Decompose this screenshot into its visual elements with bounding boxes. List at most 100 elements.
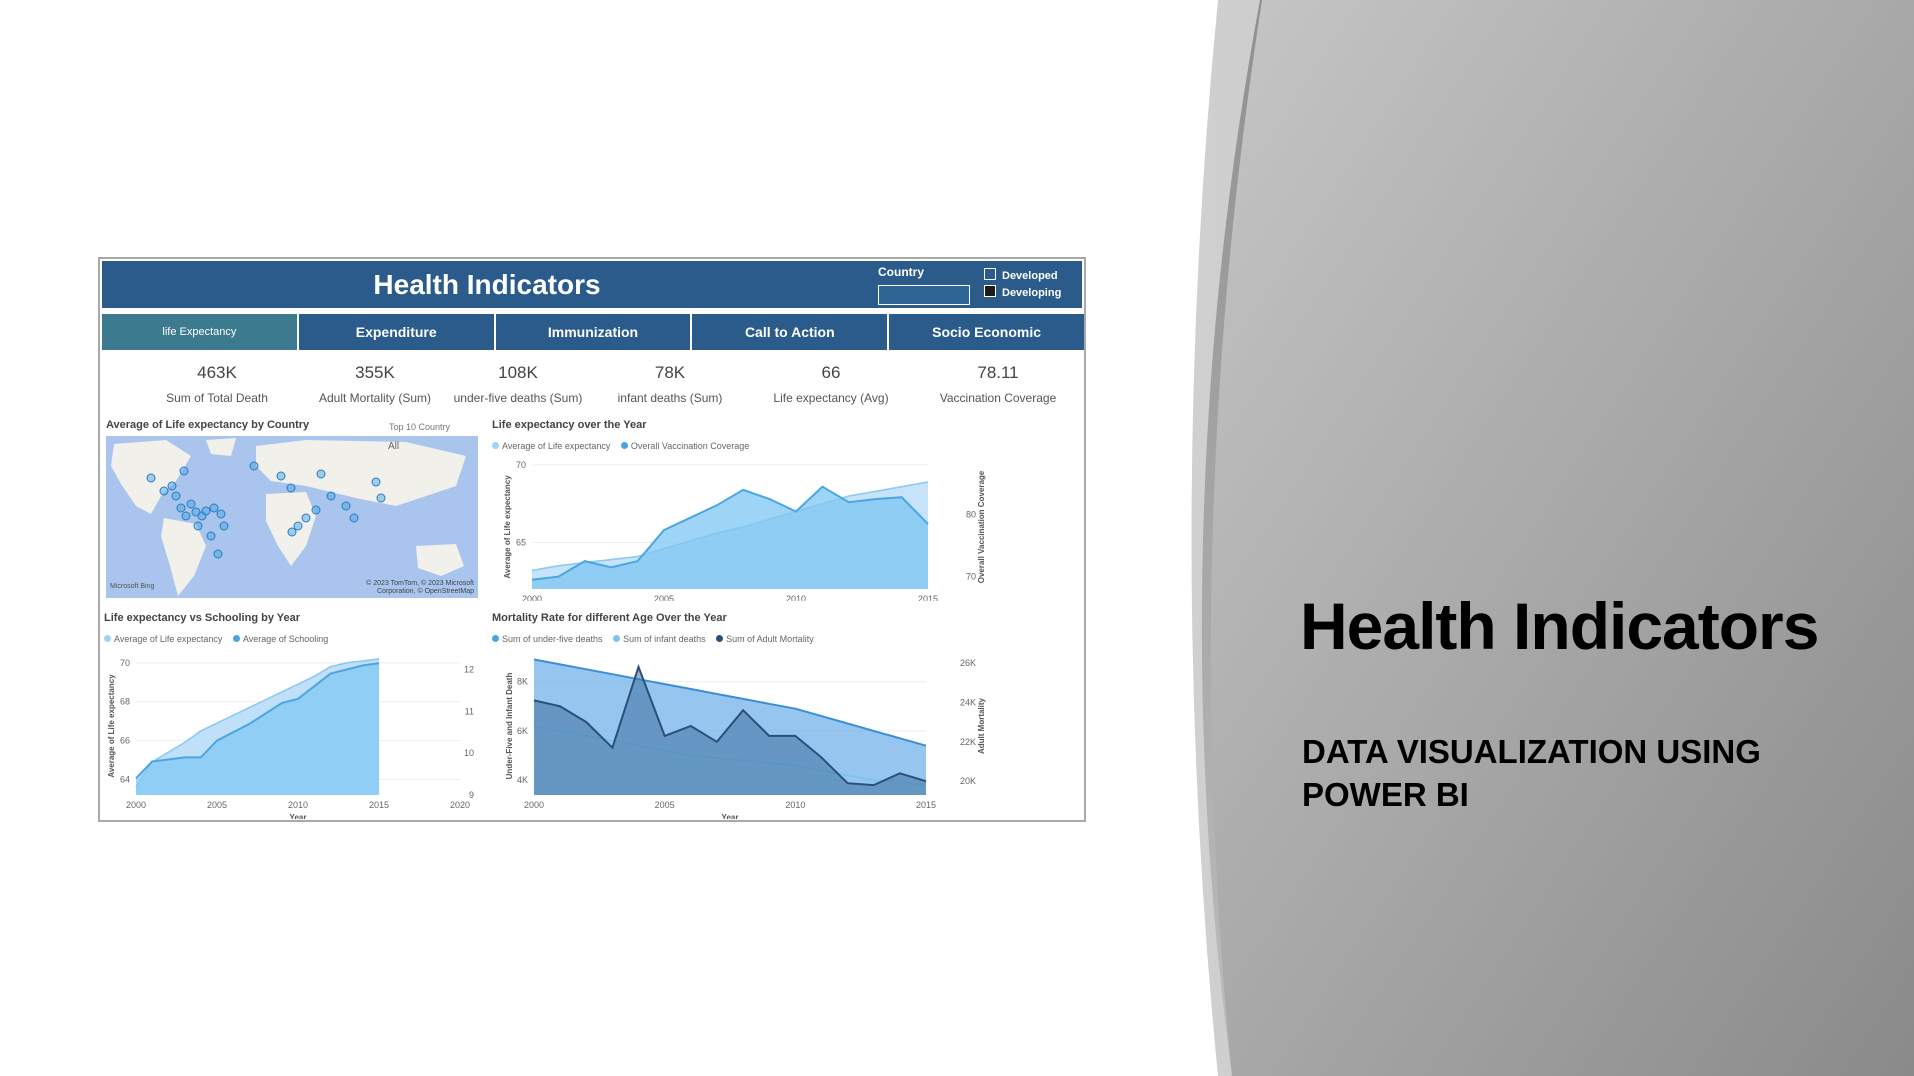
chart2-title: Life expectancy vs Schooling by Year [104, 612, 301, 624]
map-land-svg [111, 438, 466, 596]
map-bubble [216, 509, 226, 519]
tab-socio-economic[interactable]: Socio Economic [889, 314, 1084, 350]
y2-tick-label: 24K [960, 697, 976, 707]
y-tick-label: 4K [517, 775, 528, 785]
map-bubble [167, 481, 177, 491]
mortality-chart[interactable]: 4K 6K 8K 20K 22K 24K 26K 2000 2005 2010 2015 Year Un… [488, 647, 1084, 819]
map-bubble [376, 493, 386, 503]
tab-immunization[interactable]: Immunization [495, 314, 691, 350]
legend-dot-icon [232, 635, 240, 642]
legend-label: Sum of under-five deaths [502, 634, 603, 644]
legend-label: Sum of infant deaths [623, 634, 706, 644]
x-axis-label: Year [722, 813, 739, 819]
legend-label: Average of Schooling [242, 634, 329, 644]
legend-item: Sum of infant deaths [613, 634, 706, 644]
map-bubble [349, 513, 359, 523]
x-axis-label: Year [290, 813, 307, 819]
x-tick-label: 2015 [369, 800, 389, 810]
tab-expenditure[interactable]: Expenditure [298, 314, 494, 350]
life-expectancy-chart[interactable]: 657070802000200520102015YearAverage of L… [488, 455, 1084, 601]
legend-dot-icon [620, 442, 628, 449]
filter-option-developing[interactable]: Developing [984, 285, 1061, 299]
series-area [534, 666, 926, 795]
eurasia-shape [256, 440, 466, 506]
map-filter-value[interactable]: All [388, 441, 400, 452]
map-bubble [171, 491, 181, 501]
series-line [135, 658, 380, 788]
series-area [136, 663, 379, 795]
y2-axis-label: Adult Mortality [977, 697, 986, 754]
map-bubble [179, 466, 189, 476]
y-tick-label: 70 [516, 460, 526, 470]
tab-life-expectancy[interactable]: life Expectancy [102, 314, 297, 350]
map-bubble [286, 483, 296, 493]
australia-shape [416, 544, 464, 576]
tab-call-to-action[interactable]: Call to Action [692, 314, 888, 350]
map-bubble [287, 527, 297, 537]
series-line [533, 663, 927, 787]
map-bubble [326, 491, 336, 501]
y2-axis-label: Overall Vaccination Coverage [977, 470, 986, 583]
legend-item: Sum of under-five deaths [492, 634, 603, 644]
kpi-value: 78K [654, 363, 686, 382]
schooling-chart[interactable]: 64 66 68 70 9 10 11 12 2000 2005 2010 2015 2020 Year A… [100, 647, 480, 819]
legend-item: Overall Vaccination Coverage [620, 441, 750, 451]
map-bubble [249, 461, 259, 471]
world-map[interactable] [106, 436, 478, 598]
legend-dot-icon [104, 635, 111, 642]
map-bubble [316, 469, 326, 479]
map-bubble [206, 531, 216, 541]
checkbox-icon [984, 268, 996, 280]
legend-label: Overall Vaccination Coverage [630, 441, 750, 451]
gray-panel [1210, 0, 1914, 1076]
legend-label: Sum of Adult Mortality [726, 634, 814, 644]
map-bubble [371, 477, 381, 487]
y-tick-label: 70 [120, 658, 130, 668]
y-tick-label: 68 [120, 697, 130, 707]
dashboard-screenshot: Health Indicators Country Developed Deve… [98, 257, 1086, 822]
map-bubble [146, 473, 156, 483]
series-area [532, 486, 928, 589]
y-tick-label: 6K [517, 726, 528, 736]
filter-option-label: Developing [1002, 287, 1062, 299]
x-tick-label: 2010 [785, 800, 805, 810]
dashboard-header: Health Indicators [102, 261, 872, 308]
slide-title: Health Indicators [1300, 589, 1819, 663]
y2-tick-label: 70 [966, 572, 976, 582]
x-tick-label: 2015 [918, 594, 938, 601]
map-bubble [186, 499, 196, 509]
map-bubble [159, 486, 169, 496]
series-line [533, 658, 927, 747]
kpi-label: Sum of Total Death [166, 391, 268, 405]
chart3-legend: Sum of under-five deaths Sum of infant d… [492, 634, 822, 644]
map-title: Average of Life expectancy by Country [106, 419, 310, 431]
y2-tick-label: 26K [960, 658, 976, 668]
x-tick-label: 2015 [916, 800, 936, 810]
y2-tick-label: 12 [464, 665, 474, 675]
map-bubbles [146, 461, 386, 559]
x-tick-label: 2000 [126, 800, 146, 810]
chart1-legend: Average of Life expectancy Overall Vacci… [492, 441, 757, 451]
kpi-value: 463K [197, 363, 237, 382]
map-bubble [176, 503, 186, 513]
kpi-card: 355K Adult Mortality (Sum) [290, 363, 460, 405]
map-bubble [181, 511, 191, 521]
x-tick-label: 2000 [522, 594, 542, 601]
y-tick-label: 64 [120, 774, 130, 784]
y2-tick-label: 22K [960, 737, 976, 747]
kpi-label: infant deaths (Sum) [617, 391, 723, 405]
kpi-label: Life expectancy (Avg) [773, 391, 889, 405]
legend-item: Average of Life expectancy [492, 441, 610, 451]
country-filter-input[interactable] [878, 285, 970, 305]
chart3-title: Mortality Rate for different Age Over th… [492, 612, 727, 624]
map-bubble [193, 521, 203, 531]
greenland-shape [206, 438, 236, 456]
dashboard-title: Health Indicators [373, 269, 601, 300]
kpi-label: Adult Mortality (Sum) [318, 391, 432, 405]
kpi-value: 355K [355, 363, 395, 382]
series-line [135, 662, 380, 779]
x-tick-label: 2010 [288, 800, 308, 810]
y-axis-label: Under-Five and Infant Death [505, 673, 514, 780]
map-bubble [201, 506, 211, 516]
filter-option-developed[interactable]: Developed [984, 268, 1058, 282]
